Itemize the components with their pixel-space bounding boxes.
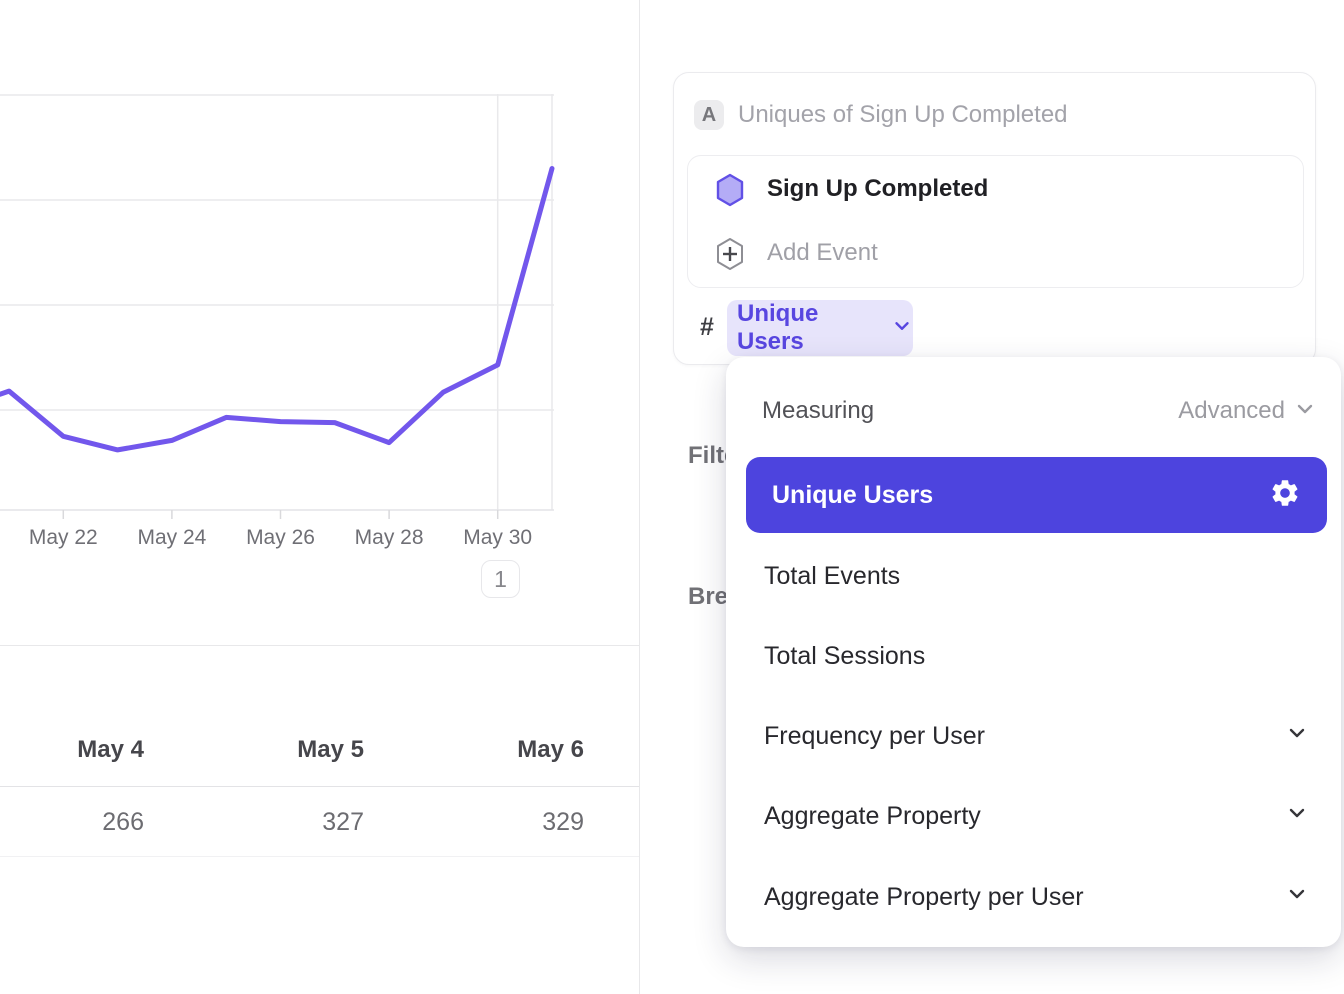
svg-text:May 22: May 22 (29, 526, 98, 549)
dropdown-header: Measuring Advanced (726, 387, 1341, 435)
measuring-label: Measuring (762, 397, 875, 424)
chart-annotation-badge[interactable]: 1 (481, 560, 520, 598)
menu-item-label: Total Events (764, 561, 901, 590)
svg-text:May 28: May 28 (355, 526, 424, 549)
advanced-mode-toggle[interactable]: Advanced (1178, 397, 1317, 426)
svg-text:May 30: May 30 (463, 526, 532, 549)
menu-item-label: Aggregate Property (764, 801, 981, 830)
advanced-label: Advanced (1178, 397, 1285, 424)
series-letter-badge: A (694, 100, 724, 130)
menu-item-aggregate-property-per-user[interactable]: Aggregate Property per User (746, 869, 1327, 925)
add-event-hexagon-plus-icon (714, 236, 746, 277)
menu-item-label: Total Sessions (764, 641, 926, 670)
data-table-header: May 4 May 5 May 6 (0, 645, 639, 787)
chevron-down-icon (891, 315, 913, 342)
table-column-header: May 4 (77, 736, 144, 763)
menu-item-frequency-per-user[interactable]: Frequency per User (746, 708, 1327, 764)
table-cell: 266 (102, 807, 144, 836)
gear-icon[interactable] (1269, 477, 1301, 514)
metric-title: Uniques of Sign Up Completed (738, 101, 1068, 128)
line-chart[interactable]: May 22 May 24 May 26 May 28 May 30 (0, 0, 639, 600)
menu-item-aggregate-property[interactable]: Aggregate Property (746, 788, 1327, 844)
menu-item-total-events[interactable]: Total Events (746, 548, 1327, 604)
table-cell: 327 (322, 807, 364, 836)
measure-selector-chip[interactable]: Unique Users (727, 300, 913, 356)
event-card: Sign Up Completed Add Event (687, 155, 1304, 288)
menu-item-total-sessions[interactable]: Total Sessions (746, 628, 1327, 684)
event-name[interactable]: Sign Up Completed (767, 175, 989, 202)
breakdown-section-label: Breakdown (688, 583, 726, 610)
chevron-down-icon (1285, 721, 1309, 752)
metric-card: A Uniques of Sign Up Completed Sign Up C… (673, 72, 1316, 365)
add-event-button[interactable]: Add Event (767, 239, 878, 266)
chevron-down-icon (1293, 397, 1317, 426)
panel-divider (639, 0, 640, 994)
event-hexagon-icon (715, 173, 745, 212)
chart-panel: May 22 May 24 May 26 May 28 May 30 1 May 4 M… (0, 0, 639, 994)
table-cell: 329 (542, 807, 584, 836)
menu-item-label: Aggregate Property per User (764, 882, 1084, 911)
menu-item-unique-users-selected[interactable]: Unique Users (746, 457, 1327, 533)
chevron-down-icon (1285, 882, 1309, 913)
table-row[interactable]: 266 327 329 (0, 788, 639, 857)
measuring-dropdown-menu: Measuring Advanced Unique Users Total Ev… (726, 357, 1341, 947)
filter-section-label: Filter (688, 442, 726, 469)
menu-item-label: Unique Users (772, 480, 934, 509)
svg-text:May 26: May 26 (246, 526, 315, 549)
measure-hash-symbol: # (700, 313, 714, 341)
measure-chip-label: Unique Users (737, 300, 819, 355)
table-column-header: May 5 (297, 736, 364, 763)
svg-text:May 24: May 24 (137, 526, 206, 549)
menu-item-label: Frequency per User (764, 721, 985, 750)
chevron-down-icon (1285, 801, 1309, 832)
table-column-header: May 6 (517, 736, 584, 763)
